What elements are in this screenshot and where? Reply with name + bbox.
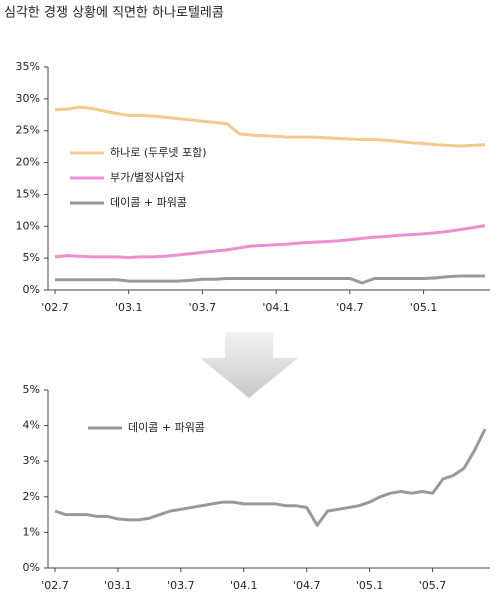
y-tick-label: 25%: [16, 124, 40, 137]
x-tick-label: '05.1: [410, 301, 438, 314]
x-tick-label: '03.7: [167, 579, 195, 592]
x-tick-label: '04.1: [230, 579, 258, 592]
x-tick-label: '05.1: [356, 579, 384, 592]
x-tick-label: '04.7: [293, 579, 321, 592]
y-tick-label: 30%: [16, 92, 40, 105]
x-tick-label: '02.7: [41, 579, 69, 592]
legend-label: 데이콤 + 파워콤: [128, 421, 205, 434]
arrow: [200, 332, 298, 398]
legend-label: 하나로 (두루넷 포함): [110, 145, 207, 159]
legend-label: 데이콤 + 파워콤: [110, 196, 187, 209]
legend-label: 부가/별정사업자: [110, 171, 185, 184]
y-tick-label: 35%: [16, 60, 40, 73]
y-tick-label: 15%: [16, 187, 40, 200]
y-tick-label: 0%: [23, 283, 40, 296]
x-tick-label: '03.1: [115, 301, 143, 314]
x-tick-label: '02.7: [41, 301, 69, 314]
y-tick-label: 3%: [23, 454, 40, 467]
y-tick-label: 0%: [23, 561, 40, 574]
y-tick-label: 5%: [23, 251, 40, 264]
series-line: [55, 274, 485, 285]
x-tick-label: '03.7: [189, 301, 217, 314]
y-tick-label: 4%: [23, 419, 40, 432]
chart-title: 심각한 경쟁 상황에 직면한 하나로텔레콤: [4, 6, 224, 21]
y-tick-label: 20%: [16, 156, 40, 169]
y-tick-label: 5%: [23, 383, 40, 396]
x-tick-label: '03.1: [104, 579, 132, 592]
series-line: [54, 428, 487, 527]
x-tick-label: '04.7: [336, 301, 364, 314]
series-line: [54, 224, 486, 259]
x-tick-label: '04.1: [262, 301, 290, 314]
y-tick-label: 2%: [23, 490, 40, 503]
y-tick-label: 1%: [23, 525, 40, 538]
y-tick-label: 10%: [16, 219, 40, 232]
series-line: [54, 105, 486, 148]
x-tick-label: '05.7: [419, 579, 447, 592]
